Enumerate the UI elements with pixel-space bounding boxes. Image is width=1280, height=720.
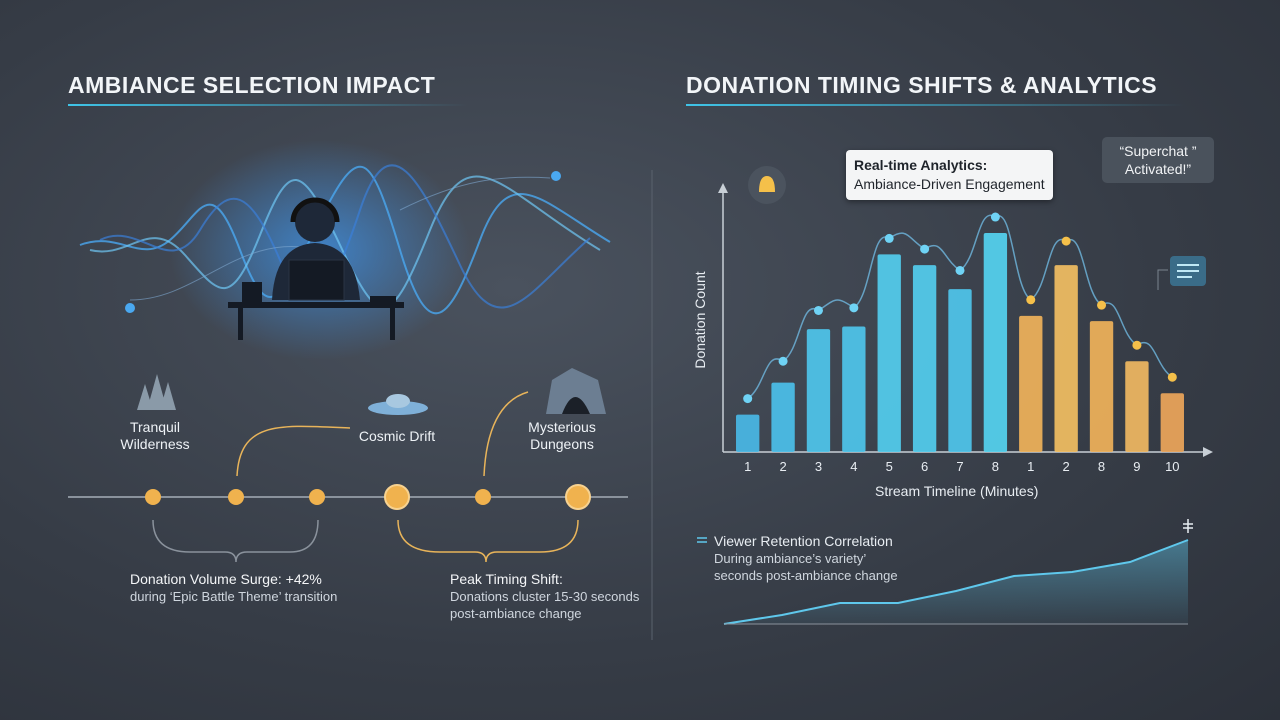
trend-point <box>1061 236 1071 246</box>
bar <box>806 329 831 452</box>
callout-title: Real-time Analytics: <box>854 157 988 173</box>
trend-point <box>990 212 1000 222</box>
area-title: Viewer Retention Correlation <box>714 533 893 549</box>
x-tick-label: 4 <box>850 459 858 474</box>
x-tick-label: 8 <box>991 459 999 474</box>
trend-point <box>743 394 753 404</box>
bar <box>1125 361 1149 452</box>
y-axis-arrow <box>718 183 728 193</box>
theme-label: Tranquil Wilderness <box>120 419 190 452</box>
bar <box>1089 321 1114 452</box>
timeline <box>68 391 628 563</box>
right-title: DONATION TIMING SHIFTS & ANALYTICS <box>686 72 1158 98</box>
bar <box>877 254 901 452</box>
x-axis-label: Stream Timeline (Minutes) <box>875 483 1039 499</box>
note-title: Donation Volume Surge: +42% <box>130 571 322 587</box>
trend-point <box>1132 340 1142 350</box>
x-tick-label: 9 <box>1133 459 1141 474</box>
bar <box>771 382 795 452</box>
title-underline <box>686 104 1186 106</box>
left-title: AMBIANCE SELECTION IMPACT <box>68 72 436 98</box>
trend-point <box>955 265 965 275</box>
bar <box>1160 393 1184 452</box>
marker <box>1183 519 1193 533</box>
trend-point <box>849 303 859 313</box>
theme-label: Mysterious Dungeons <box>528 419 596 452</box>
note-text: during ‘Epic Battle Theme’ transition <box>130 589 338 604</box>
note-title: Peak Timing Shift: <box>450 571 563 587</box>
x-tick-label: 8 <box>1097 459 1106 474</box>
bar <box>912 265 937 452</box>
x-tick-label: 2 <box>779 459 787 474</box>
area-chart <box>697 519 1193 625</box>
x-tick-label: 1 <box>744 459 752 474</box>
area-subtitle: During ambiance’s variety’ seconds post-… <box>714 551 898 583</box>
bar-chart <box>718 183 1213 457</box>
x-tick-label: 1 <box>1027 459 1035 474</box>
trend-point <box>1097 300 1107 310</box>
note-text: Donations cluster 15-30 seconds post-amb… <box>450 589 640 621</box>
callout-text: Ambiance-Driven Engagement <box>854 176 1045 192</box>
bar <box>948 289 972 452</box>
marker <box>697 537 707 543</box>
trend-point <box>1026 295 1036 305</box>
trend-point <box>813 305 823 315</box>
bar <box>842 326 866 452</box>
x-axis-arrow <box>1203 447 1213 457</box>
x-tick-label: 10 <box>1165 459 1180 474</box>
trend-point <box>778 356 788 366</box>
chart-decor <box>748 166 1206 290</box>
trend-point <box>1167 372 1177 382</box>
bar <box>1019 315 1043 452</box>
trend-point <box>920 244 930 254</box>
theme-icons <box>137 368 606 415</box>
x-tick-label: 6 <box>920 459 929 474</box>
y-axis-label: Donation Count <box>692 271 708 369</box>
bar <box>983 233 1008 452</box>
callout: Real-time Analytics: Ambiance-Driven Eng… <box>846 150 1053 200</box>
waveform-illustration <box>79 140 611 360</box>
trend-point <box>884 233 894 243</box>
area-line <box>723 539 1189 625</box>
x-tick-label: 5 <box>885 459 893 474</box>
speech-bubble: “Superchat ” Activated!” <box>1102 137 1214 183</box>
theme-label: Cosmic Drift <box>358 428 436 444</box>
bar <box>1054 265 1078 452</box>
x-tick-label: 2 <box>1062 459 1070 474</box>
x-tick-label: 3 <box>814 459 823 474</box>
bar <box>736 414 760 452</box>
x-tick-label: 7 <box>956 459 964 474</box>
title-underline <box>68 104 468 106</box>
